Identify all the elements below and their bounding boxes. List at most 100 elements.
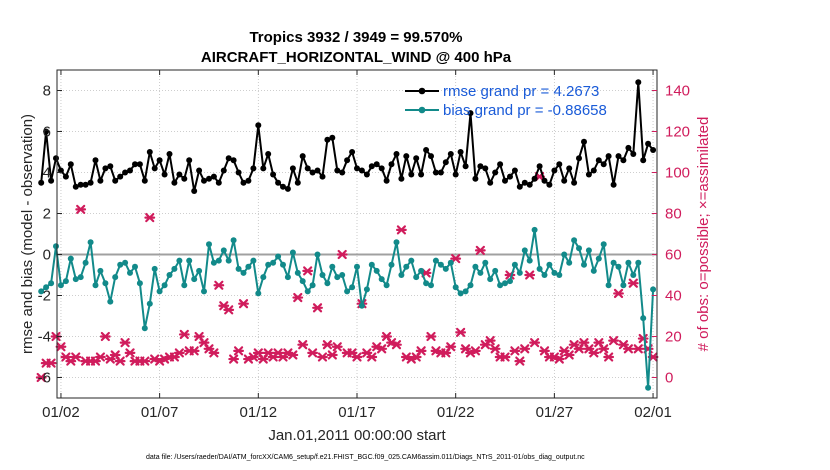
bias-point xyxy=(423,280,430,287)
bias-point xyxy=(502,280,508,287)
bias-point xyxy=(403,263,410,270)
rmse-point xyxy=(442,159,449,166)
rmse-point xyxy=(526,181,533,188)
rmse-point xyxy=(206,175,212,182)
bias-point xyxy=(48,280,55,287)
rmse-point xyxy=(280,183,286,190)
rmse-point xyxy=(630,151,637,157)
legend-rmse-marker xyxy=(418,87,426,95)
rmse-point xyxy=(561,177,568,184)
bias-point xyxy=(166,272,173,278)
rmse-point xyxy=(398,175,405,182)
rmse-point xyxy=(497,161,504,168)
rmse-point xyxy=(620,157,627,164)
bias-point xyxy=(349,284,356,291)
obs-count-marker xyxy=(588,348,600,358)
rmse-point xyxy=(487,179,494,186)
bias-point xyxy=(344,288,351,295)
rmse-point xyxy=(502,177,508,184)
bias-point xyxy=(210,259,217,266)
rmse-point xyxy=(38,179,45,186)
bias-point xyxy=(284,274,291,281)
rmse-point xyxy=(151,165,158,172)
obs-count-marker xyxy=(208,348,220,358)
rmse-point xyxy=(368,163,375,170)
y-tick-label: -6 xyxy=(38,370,51,387)
rmse-point xyxy=(235,169,242,176)
y-tick-label: 2 xyxy=(43,206,51,223)
rmse-point xyxy=(122,169,129,176)
rmse-point xyxy=(472,175,479,182)
x-tick-label: 02/01 xyxy=(634,404,672,421)
rmse-point xyxy=(275,179,282,186)
bias-series xyxy=(38,226,657,391)
rmse-point xyxy=(551,167,558,174)
rmse-point xyxy=(349,149,356,155)
rmse-point xyxy=(48,177,55,184)
rmse-point xyxy=(581,138,587,145)
obs-count-marker xyxy=(178,329,190,340)
bias-point xyxy=(92,282,99,289)
bias-point xyxy=(260,274,267,281)
bias-point xyxy=(363,286,370,293)
obs-count-marker xyxy=(302,266,314,276)
bias-point xyxy=(531,226,538,233)
rmse-point xyxy=(166,151,173,157)
rmse-point xyxy=(225,155,232,162)
y-tick-label: 6 xyxy=(43,124,51,141)
rmse-point xyxy=(423,147,430,153)
obs-count-marker xyxy=(613,288,624,299)
rmse-point xyxy=(590,167,597,174)
bias-point xyxy=(319,272,326,278)
bias-point xyxy=(191,276,198,283)
rmse-point xyxy=(507,173,513,180)
bias-point xyxy=(132,263,138,270)
obs-count-marker xyxy=(70,352,82,362)
obs-count-marker xyxy=(95,352,106,362)
bias-point xyxy=(635,259,642,266)
obs-count-marker xyxy=(45,358,57,368)
rmse-point xyxy=(339,169,346,176)
chart-subtitle: AIRCRAFT_HORIZONTAL_WIND @ 400 hPa xyxy=(201,49,512,66)
obs-count-marker xyxy=(524,270,536,280)
rmse-point xyxy=(53,155,59,162)
bias-point xyxy=(437,261,444,268)
bias-point xyxy=(294,269,301,276)
obs-count-marker xyxy=(470,346,481,356)
obs-count-marker xyxy=(366,352,378,362)
bias-point xyxy=(215,257,222,264)
bias-point xyxy=(467,282,474,289)
rmse-point xyxy=(77,181,84,188)
rmse-point xyxy=(650,147,657,153)
y-tick-label: 8 xyxy=(43,83,51,100)
bias-point xyxy=(413,274,420,281)
rmse-point xyxy=(566,165,573,172)
obs-count-marker xyxy=(450,254,462,264)
rmse-point xyxy=(363,171,370,178)
rmse-point xyxy=(92,157,99,164)
rmse-point xyxy=(284,185,291,192)
bias-point xyxy=(497,282,504,289)
obs-count-marker xyxy=(514,356,526,366)
rmse-point xyxy=(428,153,434,160)
rmse-point xyxy=(600,161,607,168)
rmse-point xyxy=(462,163,469,170)
rmse-point xyxy=(97,177,104,184)
bias-point xyxy=(457,290,464,297)
bias-point xyxy=(275,253,282,260)
bias-point xyxy=(511,261,518,268)
rmse-point xyxy=(467,110,474,117)
y2-axis-ticks: 0 20 40 60 80 100 120 140 xyxy=(652,83,690,387)
rmse-point xyxy=(334,167,341,174)
bias-point xyxy=(585,247,592,254)
y-tick-label: -4 xyxy=(38,329,51,346)
rmse-point xyxy=(373,161,380,168)
legend-bias-marker xyxy=(418,106,426,114)
obs-count-marker xyxy=(603,352,615,362)
obs-count-marker xyxy=(425,331,437,342)
rmse-point xyxy=(196,167,203,174)
rmse-point xyxy=(521,179,528,186)
bias-point xyxy=(521,247,528,254)
bias-point xyxy=(546,261,553,268)
x-tick-label: 01/22 xyxy=(437,404,475,421)
